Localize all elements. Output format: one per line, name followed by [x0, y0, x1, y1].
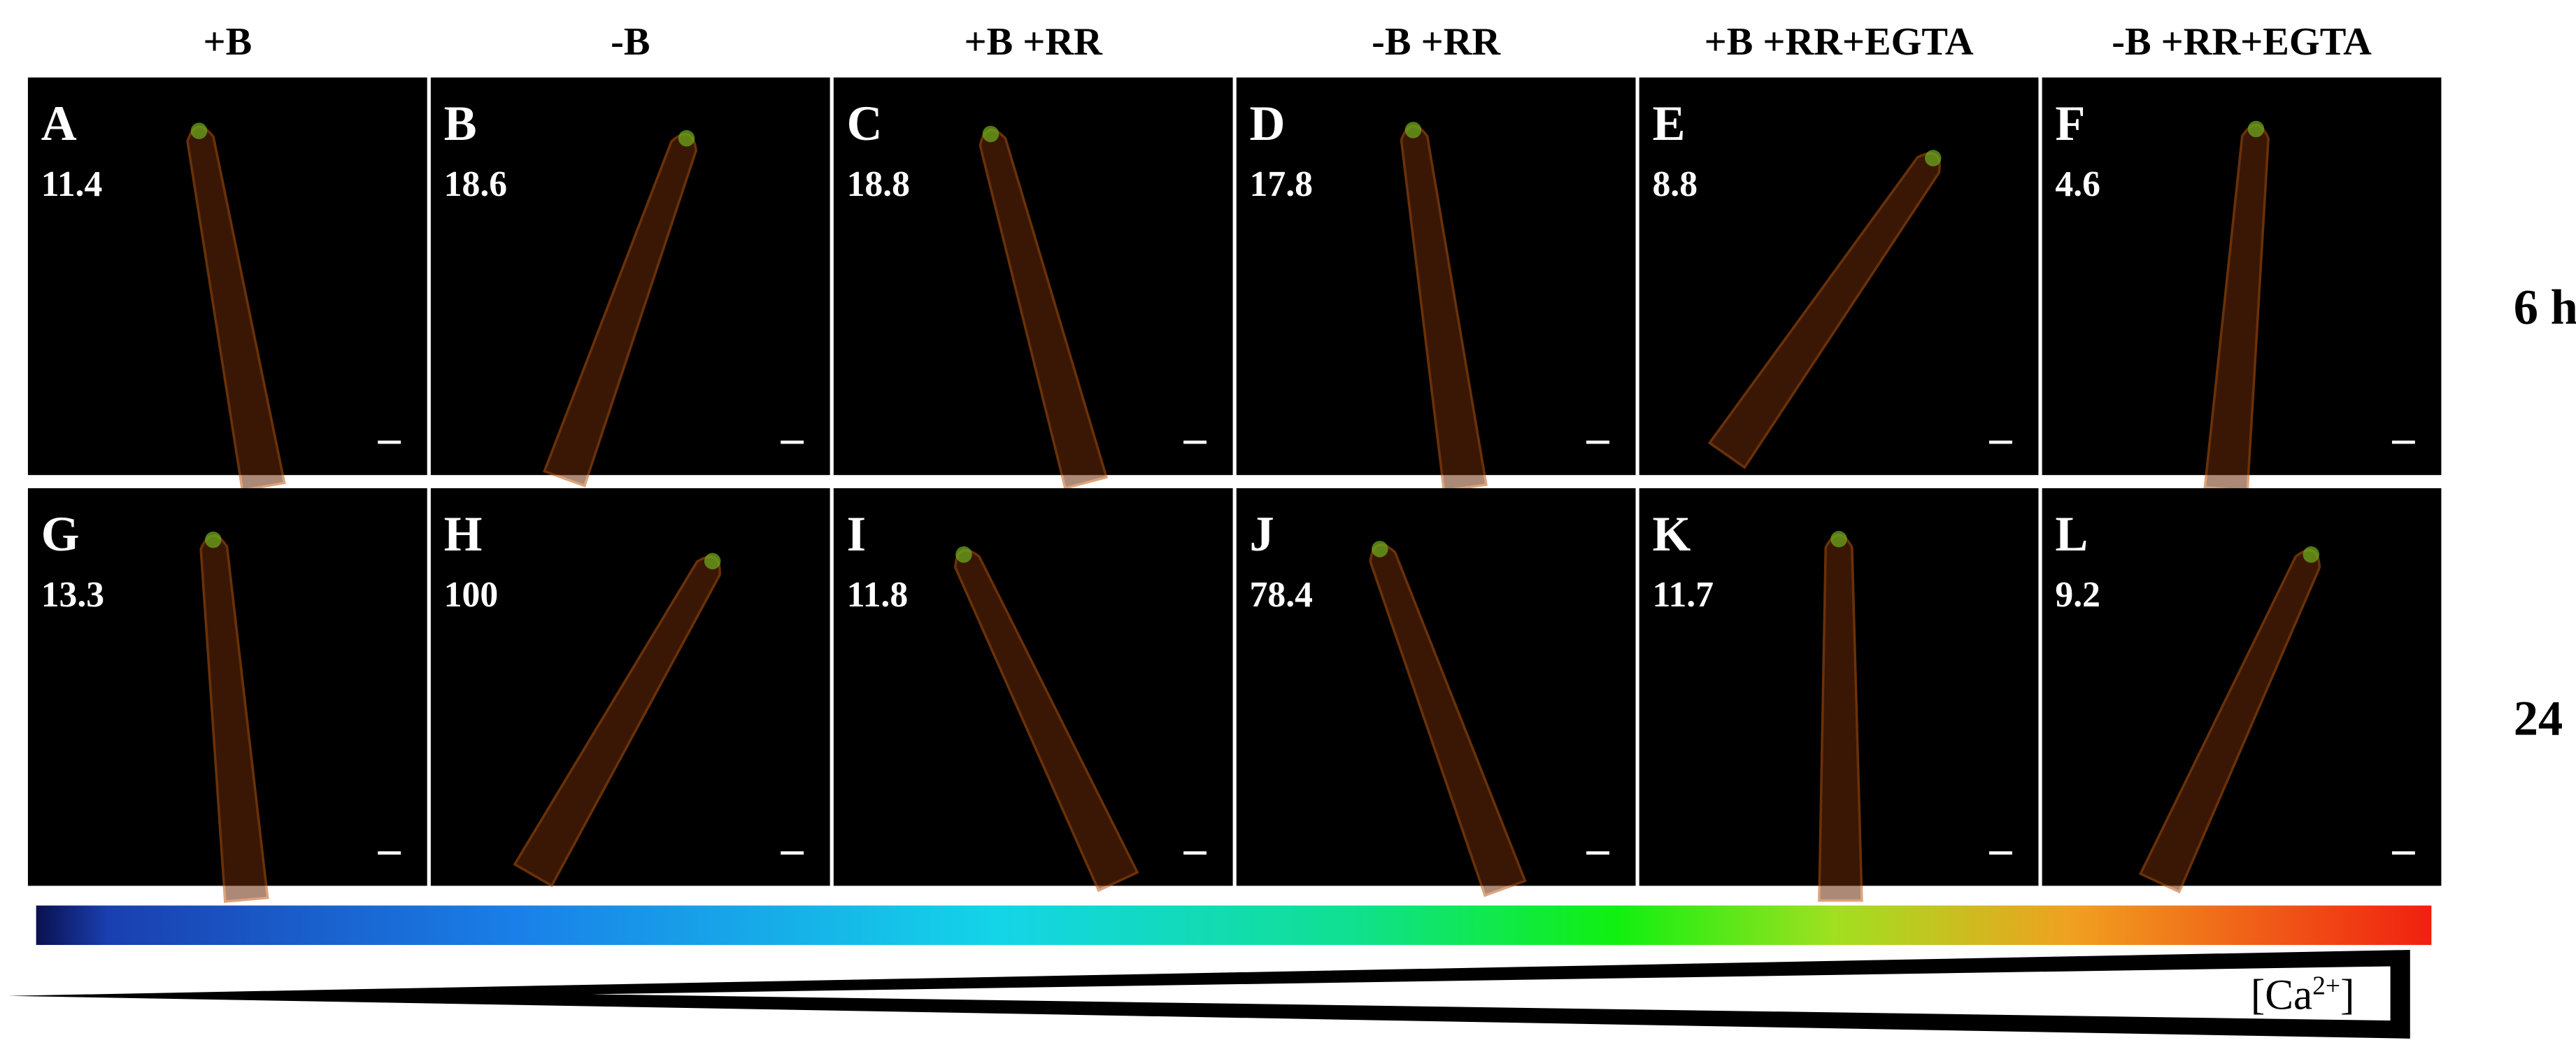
root-tip — [1925, 150, 1942, 166]
root-tip — [982, 125, 999, 143]
root-tip — [190, 122, 208, 139]
panel-letter: B — [444, 97, 477, 151]
panel-value: 8.8 — [1652, 164, 1698, 204]
panel-value: 100 — [444, 575, 498, 615]
panel-letter: D — [1250, 97, 1286, 151]
label-text: [Ca — [2251, 972, 2312, 1019]
root-tip — [1404, 122, 1422, 138]
root-tip — [1830, 531, 1847, 548]
column-header: -B +RR+EGTA — [2112, 20, 2372, 64]
panel-value: 11.7 — [1652, 575, 1714, 615]
panel-value: 4.6 — [2055, 164, 2100, 204]
column-header: +B +RR — [965, 20, 1104, 64]
row-label: 24 h — [2514, 691, 2576, 746]
root-tip — [205, 531, 222, 548]
panel-letter: E — [1652, 97, 1685, 151]
panel-value: 18.6 — [444, 164, 507, 204]
row-label: 6 h — [2514, 280, 2576, 335]
panel-letter: A — [41, 97, 77, 151]
panel-letter: J — [1250, 507, 1274, 562]
column-header: -B — [611, 20, 650, 64]
panel-value: 9.2 — [2055, 575, 2100, 615]
panel-value: 18.8 — [847, 164, 910, 204]
panel-letter: H — [444, 507, 483, 562]
panel-value: 13.3 — [41, 575, 104, 615]
label-text: ] — [2340, 972, 2354, 1019]
panel-letter: K — [1652, 507, 1691, 562]
panel-letter: F — [2055, 97, 2085, 151]
panel-grid: +B -B +B +RR -B +RR +B +RR+EGTA -B +RR+EGTA 6 … — [27, 20, 2576, 903]
column-header: +B +RR+EGTA — [1705, 20, 1974, 64]
root-tip — [955, 546, 972, 563]
panel-letter: C — [847, 97, 883, 151]
label-superscript: 2+ — [2312, 972, 2340, 1000]
color-bar — [36, 905, 2432, 945]
panel-value: 17.8 — [1250, 164, 1313, 204]
root-tip — [678, 129, 695, 147]
panel-value: 11.8 — [847, 575, 909, 615]
wedge-inner — [591, 966, 2391, 1021]
root-tip — [1372, 541, 1388, 557]
root-tip — [2247, 120, 2265, 138]
panel-value: 78.4 — [1250, 575, 1313, 615]
panel-letter: L — [2055, 507, 2088, 562]
colorbar-label: [Ca2+] — [2251, 972, 2354, 1018]
root-tip — [2303, 546, 2320, 563]
root-tip — [704, 553, 721, 570]
panel-letter: G — [41, 507, 80, 562]
panel-letter: I — [847, 507, 866, 562]
column-header: -B +RR — [1372, 20, 1501, 64]
panel-value: 11.4 — [41, 164, 103, 204]
column-header: +B — [203, 20, 252, 64]
